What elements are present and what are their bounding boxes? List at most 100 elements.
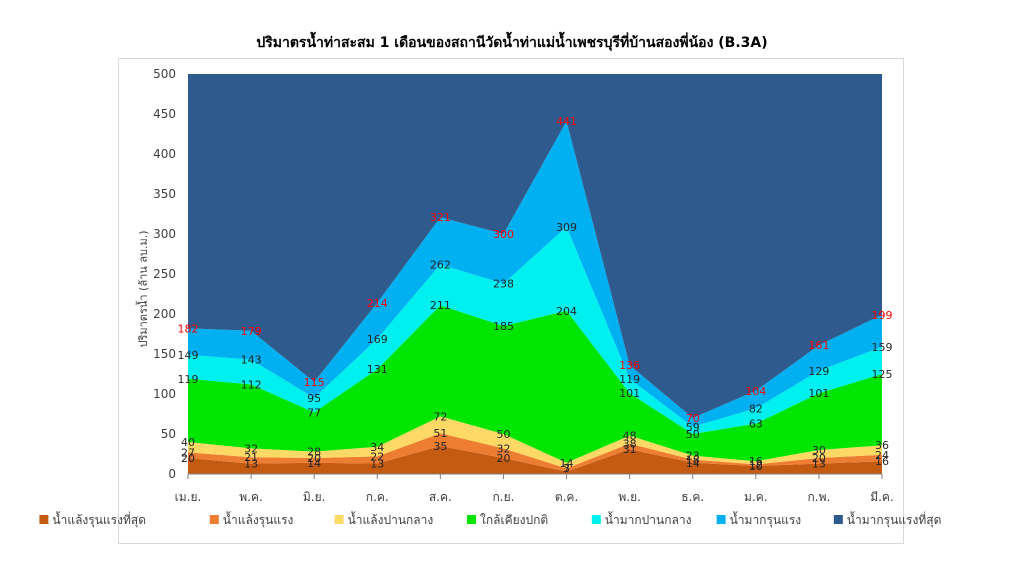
data-label: 159 xyxy=(872,341,893,354)
x-tick-label: ก.ค. xyxy=(366,490,389,504)
data-label: 101 xyxy=(619,387,640,400)
data-label: 38 xyxy=(623,438,637,451)
data-label: 214 xyxy=(367,297,388,310)
data-label: 129 xyxy=(808,365,829,378)
y-tick-label: 200 xyxy=(153,307,176,321)
data-label: 238 xyxy=(493,278,514,291)
data-label: 59 xyxy=(686,421,700,434)
data-label: 149 xyxy=(178,349,199,362)
data-label: 101 xyxy=(808,387,829,400)
data-label: 18 xyxy=(686,454,700,467)
data-label: 22 xyxy=(370,450,384,463)
data-label: 95 xyxy=(307,392,321,405)
data-label: 14 xyxy=(560,457,574,470)
legend: น้ำแล้งรุนแรงที่สุด น้ำแล้งรุนแรง น้ำแล้งป… xyxy=(39,511,941,528)
chart-title: ปริมาตรน้ำท่าสะสม 1 เดือนของสถานีวัดน้ำท… xyxy=(256,35,768,51)
data-label: 20 xyxy=(496,452,510,465)
data-label: 204 xyxy=(556,305,577,318)
data-label: 34 xyxy=(370,441,384,454)
legend-swatch xyxy=(39,515,49,524)
legend-swatch xyxy=(716,515,726,524)
legend-label: น้ำแล้งรุนแรงที่สุด xyxy=(52,511,146,528)
y-tick-label: 450 xyxy=(153,107,176,121)
series-areas xyxy=(188,74,882,474)
data-label: 7 xyxy=(563,462,570,475)
data-label: 32 xyxy=(244,442,258,455)
x-tick-label: มี.ค. xyxy=(870,490,894,504)
area-series-1 xyxy=(188,446,882,474)
y-tick-label: 300 xyxy=(153,227,176,241)
area-series-7 xyxy=(188,74,882,418)
data-label: 321 xyxy=(430,211,451,224)
data-label: 24 xyxy=(875,449,889,462)
data-label: 72 xyxy=(433,410,447,423)
data-label: 50 xyxy=(686,428,700,441)
data-label: 12 xyxy=(749,458,763,471)
data-label: 300 xyxy=(493,228,514,241)
legend-swatch xyxy=(833,515,843,524)
legend-swatch xyxy=(467,515,476,524)
legend-label: ใกล้เคียงปกติ xyxy=(480,513,548,527)
data-label: 262 xyxy=(430,258,451,271)
data-label: 20 xyxy=(181,452,195,465)
data-label: 20 xyxy=(307,452,321,465)
x-tick-label: ธ.ค. xyxy=(681,490,704,504)
data-label: 104 xyxy=(745,385,766,398)
data-label: 169 xyxy=(367,333,388,346)
data-label: 182 xyxy=(178,322,199,335)
data-label: 13 xyxy=(370,458,384,471)
data-label: 16 xyxy=(749,455,763,468)
area-series-4 xyxy=(188,305,882,463)
y-tick-label: 150 xyxy=(153,347,176,361)
data-label: 20 xyxy=(812,452,826,465)
x-tick-label: ส.ค. xyxy=(429,490,452,504)
data-label: 131 xyxy=(367,363,388,376)
x-tick-label: ม.ค. xyxy=(744,490,768,504)
area-series-2 xyxy=(188,433,882,472)
data-label: 30 xyxy=(812,444,826,457)
data-label: 14 xyxy=(307,457,321,470)
x-tick-label: พ.ค. xyxy=(239,490,263,504)
data-label: 441 xyxy=(556,115,577,128)
y-tick-label: 500 xyxy=(153,67,176,81)
data-label: 161 xyxy=(808,339,829,352)
x-tick-label: มิ.ย. xyxy=(303,490,326,504)
data-label: 28 xyxy=(307,446,321,459)
data-label: 13 xyxy=(812,458,826,471)
data-label: 10 xyxy=(749,460,763,473)
data-label: 185 xyxy=(493,320,514,333)
y-tick-label: 250 xyxy=(153,267,176,281)
legend-label: น้ำมากรุนแรงที่สุด xyxy=(847,511,942,528)
y-axis-label: ปริมาตรน้ำ (ล้าน ลบ.ม.) xyxy=(135,230,150,347)
y-tick-label: 0 xyxy=(168,467,176,481)
x-tick-label: ต.ค. xyxy=(555,490,578,504)
data-label: 31 xyxy=(623,443,637,456)
x-tick-label: พ.ย. xyxy=(618,490,641,504)
data-label: 13 xyxy=(244,458,258,471)
y-tick-label: 400 xyxy=(153,147,176,161)
legend-label: น้ำมากรุนแรง xyxy=(730,511,802,528)
y-tick-label: 100 xyxy=(153,387,176,401)
data-label: 16 xyxy=(875,455,889,468)
data-label: 27 xyxy=(181,446,195,459)
area-series-6 xyxy=(188,121,882,427)
data-label: 199 xyxy=(872,309,893,322)
data-label: 112 xyxy=(241,378,262,391)
x-tick-label: เม.ย. xyxy=(175,490,202,504)
data-label: 309 xyxy=(556,221,577,234)
axes: 0 50 100 150 200 250 300 350 400 450 500 เม.ย. พ.ค. ม… xyxy=(153,67,894,504)
y-tick-label: 350 xyxy=(153,187,176,201)
legend-swatch xyxy=(591,515,601,524)
legend-swatch xyxy=(334,515,344,524)
data-label: 35 xyxy=(433,440,447,453)
data-label: 3 xyxy=(563,462,570,475)
data-label: 40 xyxy=(181,436,195,449)
legend-label: น้ำแล้งปานกลาง xyxy=(348,511,434,527)
data-label: 211 xyxy=(430,299,451,312)
data-label: 51 xyxy=(433,427,447,440)
data-label: 32 xyxy=(496,442,510,455)
data-label: 143 xyxy=(241,354,262,367)
x-tick-label: ก.พ. xyxy=(808,490,831,504)
